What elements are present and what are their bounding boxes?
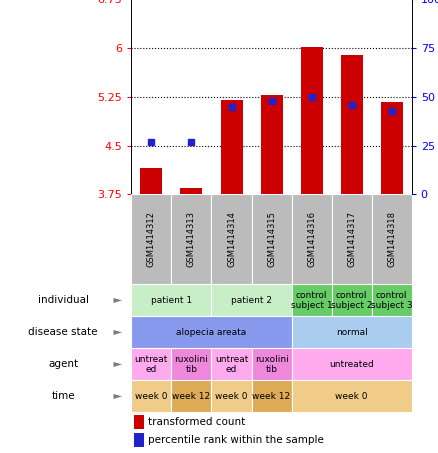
Bar [220, 100, 243, 194]
Text: untreat
ed: untreat ed [215, 355, 248, 374]
Bar [171, 348, 212, 381]
Text: individual: individual [38, 295, 88, 305]
Bar [131, 348, 171, 381]
Text: untreat
ed: untreat ed [135, 355, 168, 374]
Text: control
subject 1: control subject 1 [291, 291, 332, 310]
Bar [171, 381, 212, 413]
Text: week 0: week 0 [215, 392, 248, 401]
Polygon shape [113, 298, 122, 303]
Bar [251, 194, 292, 284]
Bar [131, 317, 292, 348]
Text: alopecia areata: alopecia areata [177, 328, 247, 337]
Polygon shape [113, 362, 122, 367]
Bar [212, 348, 251, 381]
Bar [381, 101, 403, 194]
Text: GSM1414312: GSM1414312 [147, 212, 156, 267]
Text: patient 2: patient 2 [231, 296, 272, 305]
Text: week 12: week 12 [173, 392, 211, 401]
Text: agent: agent [48, 360, 78, 370]
Text: normal: normal [336, 328, 367, 337]
Bar [292, 284, 332, 317]
Polygon shape [113, 330, 122, 335]
Bar [261, 95, 283, 194]
Bar [292, 317, 412, 348]
Bar [372, 194, 412, 284]
Text: week 0: week 0 [135, 392, 168, 401]
Text: GSM1414313: GSM1414313 [187, 212, 196, 267]
Text: GSM1414314: GSM1414314 [227, 212, 236, 267]
Bar [212, 194, 251, 284]
Bar [212, 284, 292, 317]
Bar [131, 381, 171, 413]
Bar [171, 194, 212, 284]
Bar [131, 284, 212, 317]
Bar [251, 348, 292, 381]
Bar [134, 415, 144, 429]
Text: time: time [51, 391, 75, 401]
Text: ruxolini
tib: ruxolini tib [254, 355, 289, 374]
Bar [212, 381, 251, 413]
Text: control
subject 3: control subject 3 [371, 291, 413, 310]
Bar [134, 433, 144, 447]
Bar [251, 381, 292, 413]
Text: GSM1414318: GSM1414318 [387, 212, 396, 267]
Bar [292, 194, 332, 284]
Text: transformed count: transformed count [148, 417, 245, 427]
Bar [292, 381, 412, 413]
Bar [141, 169, 162, 194]
Text: untreated: untreated [329, 360, 374, 369]
Bar [180, 188, 202, 194]
Bar [341, 55, 363, 194]
Text: control
subject 2: control subject 2 [331, 291, 372, 310]
Text: week 0: week 0 [336, 392, 368, 401]
Bar [332, 194, 372, 284]
Bar [332, 284, 372, 317]
Bar [131, 194, 171, 284]
Text: patient 1: patient 1 [151, 296, 192, 305]
Text: week 12: week 12 [252, 392, 291, 401]
Bar [300, 47, 323, 194]
Text: GSM1414317: GSM1414317 [347, 212, 356, 267]
Bar [372, 284, 412, 317]
Text: ruxolini
tib: ruxolini tib [175, 355, 208, 374]
Text: GSM1414316: GSM1414316 [307, 212, 316, 267]
Bar [292, 348, 412, 381]
Text: percentile rank within the sample: percentile rank within the sample [148, 435, 324, 445]
Text: disease state: disease state [28, 328, 98, 337]
Text: GSM1414315: GSM1414315 [267, 212, 276, 267]
Polygon shape [113, 394, 122, 399]
